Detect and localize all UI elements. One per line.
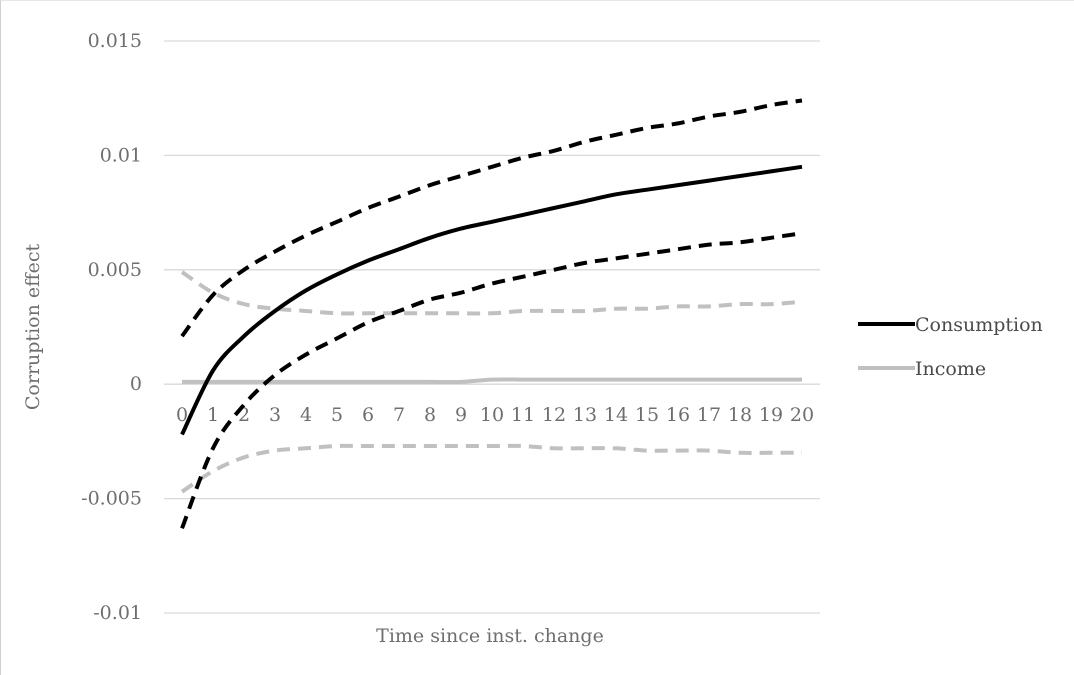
legend: Consumption Income [858,314,1043,380]
x-tick-label: 4 [300,404,312,426]
x-tick-label: 5 [331,404,343,426]
y-tick-label: 0.01 [100,144,142,166]
x-tick-label: 14 [604,404,628,426]
y-tick-label: 0.015 [88,30,142,52]
x-tick-label: 8 [424,404,436,426]
y-tick-label: -0.005 [81,488,142,510]
legend-label: Income [915,358,986,380]
y-axis-label: Corruption effect [22,244,44,411]
gridlines [164,40,820,614]
consumption-series-line [180,164,803,436]
y-axis-tick-labels: -0.01 -0.005 0 0.005 0.01 0.015 [81,30,142,624]
consumption-confidence-band-line [180,98,803,338]
x-tick-label: 20 [790,404,814,426]
x-tick-label: 10 [480,404,504,426]
income-confidence-band-line [180,443,803,494]
x-tick-label: 12 [542,404,566,426]
x-tick-label: 1 [207,404,219,426]
y-tick-label: 0.005 [88,259,142,281]
x-tick-label: 7 [393,404,405,426]
x-tick-label: 17 [697,404,721,426]
x-axis-tick-labels: 0 1 2 3 4 5 6 7 8 9 10 11 12 13 14 15 16 17 18 19 20 [176,404,814,426]
x-tick-label: 3 [269,404,281,426]
x-tick-label: 15 [635,404,659,426]
x-tick-label: 11 [511,404,535,426]
x-axis-label: Time since inst. change [376,625,604,647]
x-tick-label: 16 [666,404,690,426]
x-tick-label: 9 [455,404,467,426]
income-series-line [182,377,802,385]
legend-label: Consumption [915,314,1043,336]
x-tick-label: 0 [176,404,188,426]
x-tick-label: 19 [759,404,783,426]
x-tick-label: 13 [573,404,597,426]
series-lines [180,98,803,530]
x-tick-label: 6 [362,404,374,426]
income-confidence-band-line [180,270,803,316]
y-tick-label: 0 [130,373,142,395]
x-tick-label: 18 [728,404,752,426]
y-tick-label: -0.01 [93,602,142,624]
